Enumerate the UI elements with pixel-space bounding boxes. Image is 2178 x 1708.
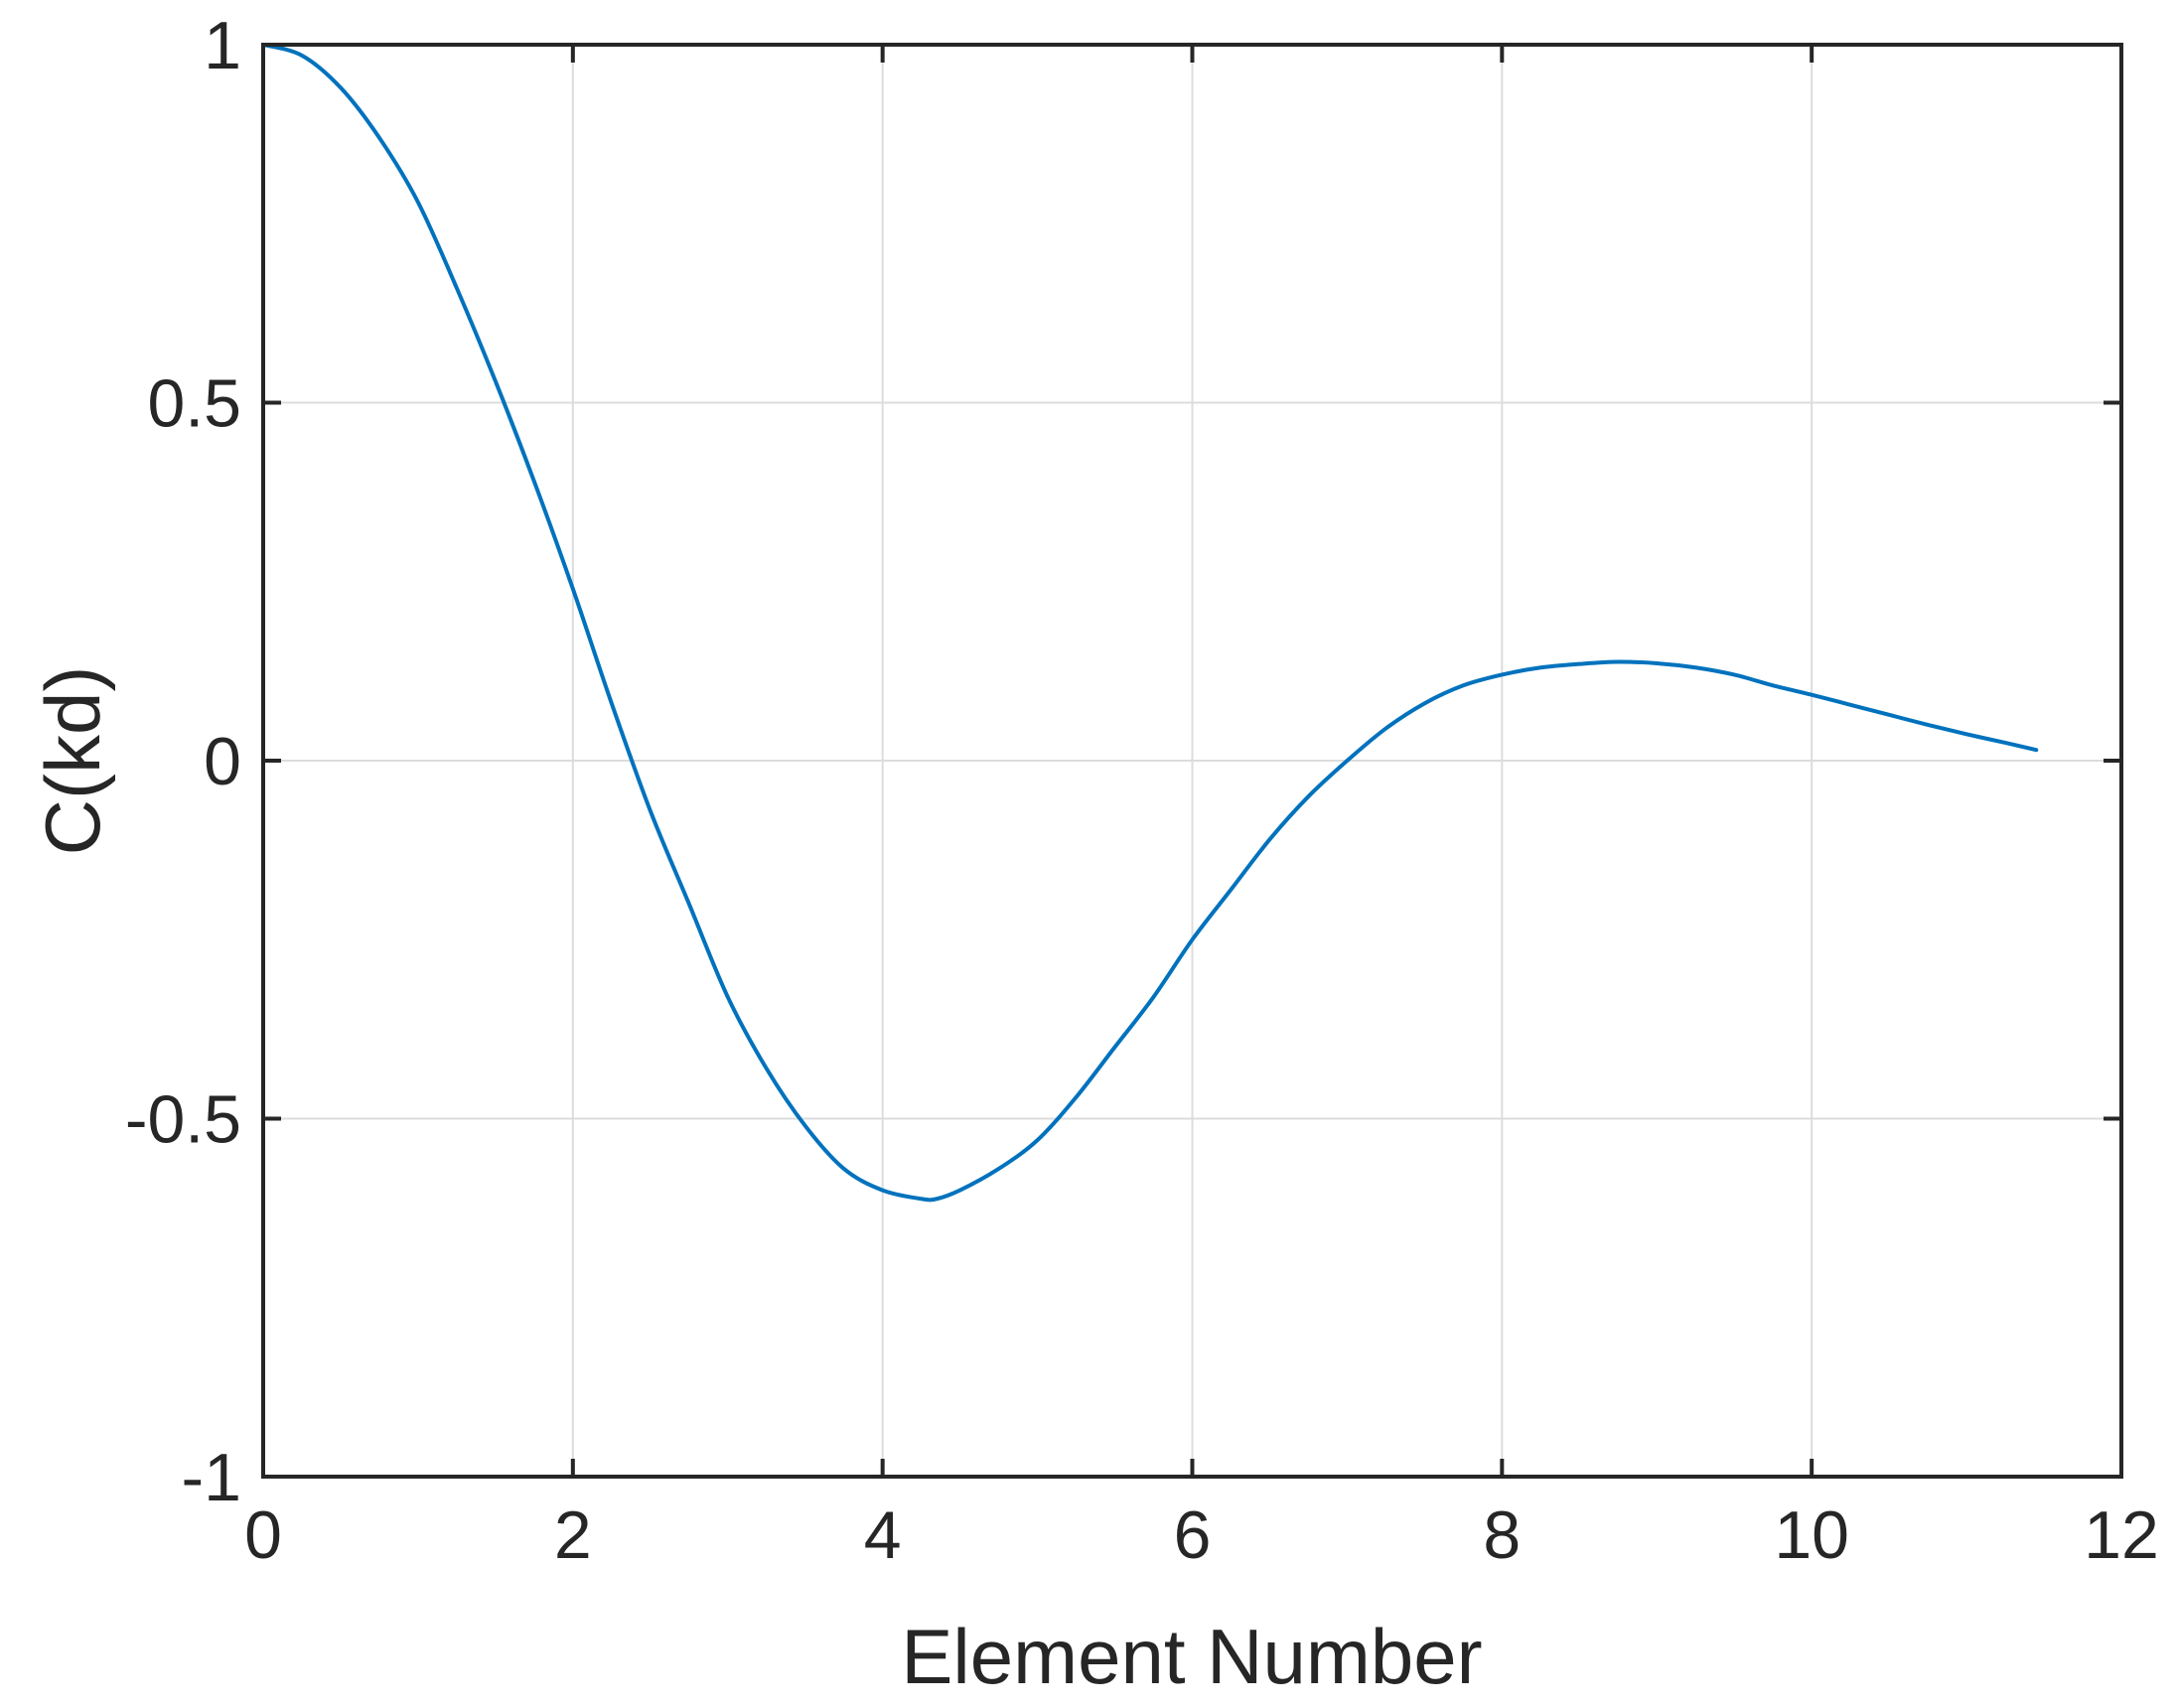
x-tick-label: 8 <box>1483 1497 1521 1573</box>
data-series <box>261 43 2039 1203</box>
x-tick-label: 12 <box>2084 1497 2159 1573</box>
grid-lines <box>263 45 2121 1477</box>
y-tick-label: -1 <box>182 1440 241 1515</box>
x-tick-label: 4 <box>864 1497 902 1573</box>
x-axis-label: Element Number <box>901 1613 1482 1700</box>
x-tick-label: 2 <box>554 1497 592 1573</box>
plot-frame <box>261 43 2123 1479</box>
y-tick-label: 0.5 <box>147 366 241 442</box>
y-tick-label: -0.5 <box>125 1082 241 1158</box>
y-tick-labels: -1 -0.5 0 0.5 1 <box>125 8 241 1515</box>
y-tick-label: 0 <box>204 724 241 799</box>
y-tick-label: 1 <box>204 8 241 83</box>
x-tick-label: 10 <box>1774 1497 1849 1573</box>
x-tick-label: 0 <box>244 1497 282 1573</box>
x-tick-label: 6 <box>1174 1497 1212 1573</box>
x-tick-labels: 0 2 4 6 8 10 12 <box>244 1497 2159 1573</box>
y-axis-label: C(kd) <box>29 666 116 856</box>
series-line <box>261 43 2039 1203</box>
